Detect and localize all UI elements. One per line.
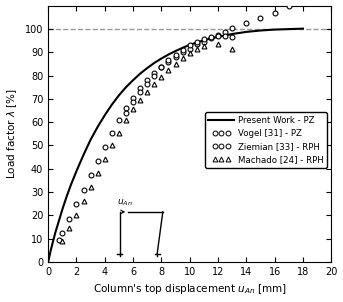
Y-axis label: Load factor $\lambda$ [%]: Load factor $\lambda$ [%]: [5, 88, 19, 179]
X-axis label: Column's top displacement $u_{An}$ [mm]: Column's top displacement $u_{An}$ [mm]: [93, 282, 287, 297]
Legend: Present Work - PZ, Vogel [31] - PZ, Ziemian [33] - RPH, Machado [24] - RPH: Present Work - PZ, Vogel [31] - PZ, Ziem…: [205, 112, 327, 168]
Text: $u_{An}$: $u_{An}$: [117, 198, 132, 208]
